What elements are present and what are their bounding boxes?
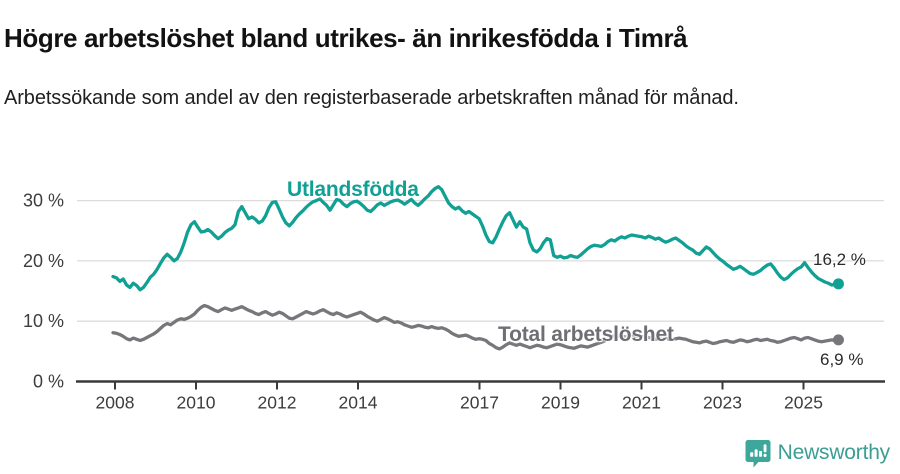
x-axis-label-2021: 2021 [622, 393, 661, 413]
end-dot-series-1 [832, 334, 844, 346]
y-axis-label-30: 30 % [23, 191, 64, 211]
series-label-utlandsfodda: Utlandsfödda [287, 178, 419, 201]
brand-name: Newsworthy [777, 441, 891, 464]
x-axis-label-2019: 2019 [541, 393, 580, 413]
line-series-1 [111, 303, 841, 351]
bar-chart-speech-bubble-icon [745, 439, 771, 467]
newsworthy-brand: Newsworthy [745, 438, 890, 468]
x-axis-label-2017: 2017 [460, 393, 499, 413]
x-axis-label-2025: 2025 [784, 393, 823, 413]
x-axis-label-2012: 2012 [258, 393, 297, 413]
end-value-utlandsfodda: 16,2 % [813, 250, 866, 269]
y-axis-label-0: 0 % [33, 372, 64, 392]
line-series-0 [111, 185, 841, 292]
y-axis-label-10: 10 % [23, 311, 64, 331]
y-axis-label-20: 20 % [23, 251, 64, 271]
x-axis-label-2023: 2023 [703, 393, 742, 413]
x-axis-label-2014: 2014 [339, 393, 378, 413]
x-axis-label-2010: 2010 [177, 393, 216, 413]
end-dot-series-0 [832, 278, 844, 290]
page-title: Högre arbetslöshet bland utrikes- än inr… [4, 23, 688, 54]
x-axis-label-2008: 2008 [96, 393, 135, 413]
series-label-total-arbetsloshet: Total arbetslöshet [498, 323, 674, 346]
end-value-total: 6,9 % [820, 350, 864, 369]
chart-subtitle: Arbetssökande som andel av den registerb… [4, 87, 739, 109]
